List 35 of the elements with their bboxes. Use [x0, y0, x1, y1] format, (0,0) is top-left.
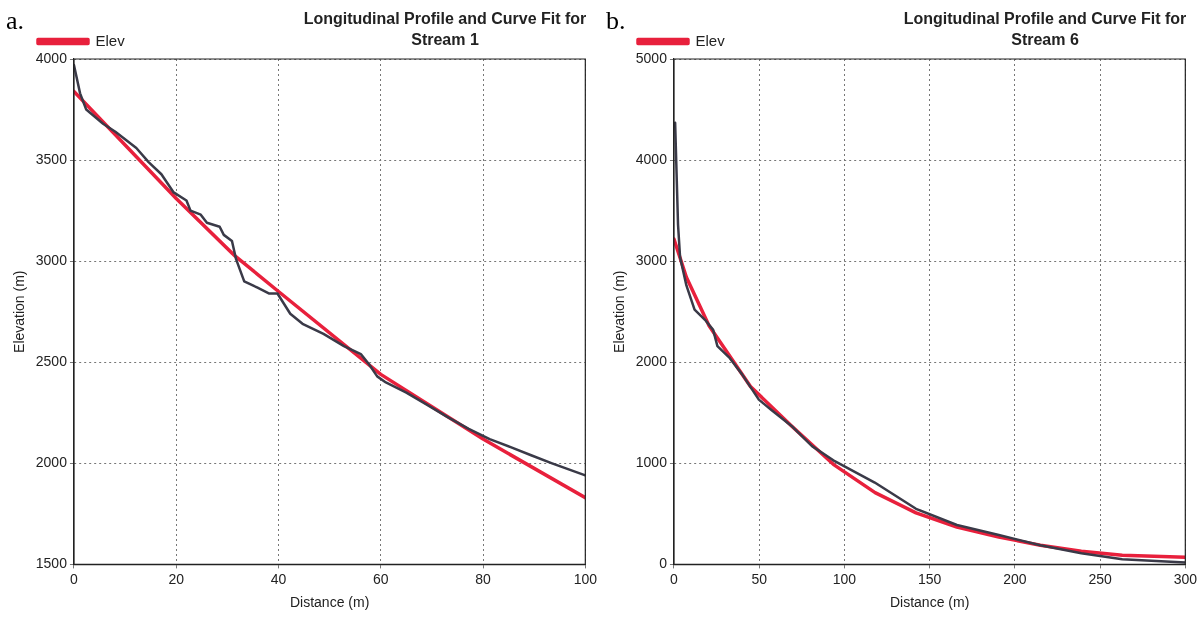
y-tick-label: 3000: [635, 252, 668, 269]
x-axis-title: Distance (m): [889, 594, 970, 611]
x-tick-label: 100: [832, 570, 857, 587]
y-tick-label: 3500: [35, 150, 68, 167]
legend-label: Elev: [95, 31, 126, 49]
text: a.: [6, 6, 25, 36]
y-tick-label: 1500: [35, 555, 68, 572]
y-tick-label: 2000: [35, 454, 68, 471]
x-tick-label: 0: [670, 570, 679, 587]
x-axis-title: Distance (m): [289, 594, 370, 611]
x-tick-label: 80: [475, 570, 492, 587]
x-tick-label: 60: [372, 570, 389, 587]
x-tick-label: 100: [573, 570, 598, 587]
text: b.: [606, 6, 626, 36]
y-tick-label: 4000: [635, 150, 668, 167]
x-tick-label: 300: [1173, 570, 1198, 587]
chart-title: Longitudinal Profile and Curve Fit for Stream 1: [302, 9, 588, 50]
x-tick-label: 40: [270, 570, 287, 587]
y-tick-label: 3000: [35, 252, 68, 269]
x-tick-label: 0: [70, 570, 79, 587]
y-tick-label: 2500: [35, 353, 68, 370]
x-tick-label: 50: [751, 570, 768, 587]
x-tick-label: 200: [1003, 570, 1027, 587]
x-tick-label: 20: [168, 570, 185, 587]
legend-label: Elev: [695, 31, 726, 49]
y-tick-label: 5000: [635, 49, 668, 66]
y-tick-label: 0: [659, 555, 668, 572]
y-axis-title: Elevation (m): [11, 270, 28, 353]
y-tick-label: 4000: [35, 49, 68, 66]
x-tick-label: 150: [917, 570, 942, 587]
x-tick-label: 250: [1088, 570, 1112, 587]
y-axis-title: Elevation (m): [611, 270, 628, 353]
y-tick-label: 1000: [635, 454, 668, 471]
y-tick-label: 2000: [635, 353, 668, 370]
chart-title: Longitudinal Profile and Curve Fit for Stream 6: [902, 9, 1188, 50]
